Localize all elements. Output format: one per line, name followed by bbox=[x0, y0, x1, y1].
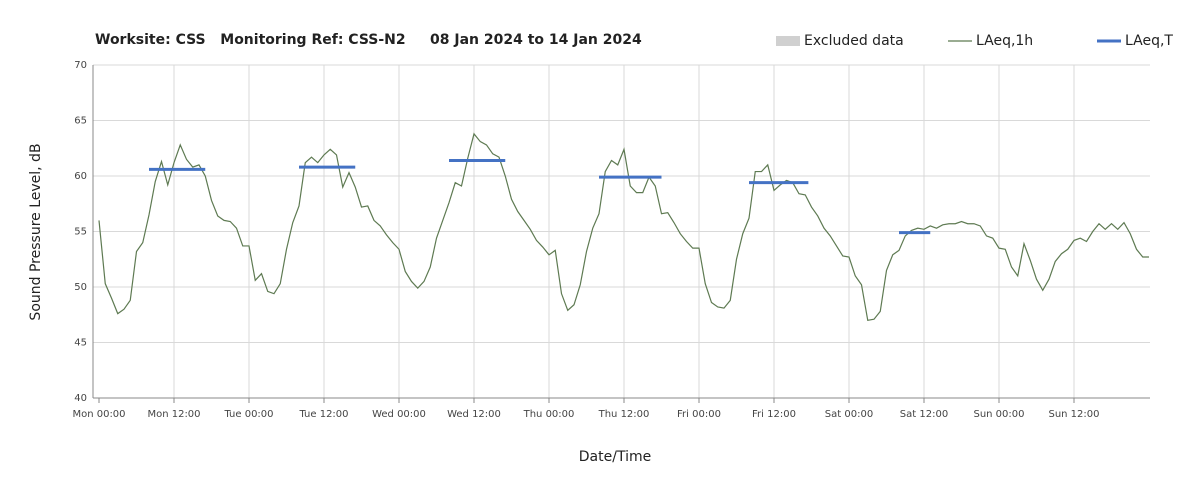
x-tick-label: Sat 00:00 bbox=[825, 409, 873, 420]
y-tick-label: 70 bbox=[74, 60, 87, 71]
chart-title: Worksite: CSS Monitoring Ref: CSS-N2 08 … bbox=[95, 32, 642, 48]
y-tick-label: 40 bbox=[74, 393, 87, 404]
series-line bbox=[98, 132, 1149, 321]
legend-label: LAeq,T bbox=[1125, 33, 1173, 49]
x-tick-label: Fri 12:00 bbox=[752, 409, 796, 420]
y-tick-label: 45 bbox=[74, 338, 87, 349]
x-tick-label: Mon 12:00 bbox=[147, 409, 200, 420]
x-tick-label: Thu 00:00 bbox=[523, 409, 575, 420]
legend-label: Excluded data bbox=[804, 33, 904, 49]
x-tick-label: Tue 00:00 bbox=[223, 409, 273, 420]
x-tick-label: Wed 12:00 bbox=[447, 409, 501, 420]
y-tick-label: 65 bbox=[74, 116, 87, 127]
y-axis-label: Sound Pressure Level, dB bbox=[28, 143, 44, 320]
x-axis-label: Date/Time bbox=[579, 449, 651, 465]
y-tick-label: 50 bbox=[74, 282, 87, 293]
x-tick-label: Fri 00:00 bbox=[677, 409, 721, 420]
y-tick-label: 60 bbox=[74, 171, 87, 182]
x-tick-label: Thu 12:00 bbox=[598, 409, 650, 420]
legend-swatch bbox=[776, 36, 800, 46]
x-tick-label: Wed 00:00 bbox=[372, 409, 426, 420]
x-tick-label: Tue 12:00 bbox=[298, 409, 348, 420]
legend-label: LAeq,1h bbox=[976, 33, 1033, 49]
x-tick-label: Sun 00:00 bbox=[973, 409, 1024, 420]
x-tick-label: Sun 12:00 bbox=[1048, 409, 1099, 420]
x-tick-label: Mon 00:00 bbox=[72, 409, 125, 420]
y-tick-label: 55 bbox=[74, 227, 87, 238]
x-tick-label: Sat 12:00 bbox=[900, 409, 948, 420]
